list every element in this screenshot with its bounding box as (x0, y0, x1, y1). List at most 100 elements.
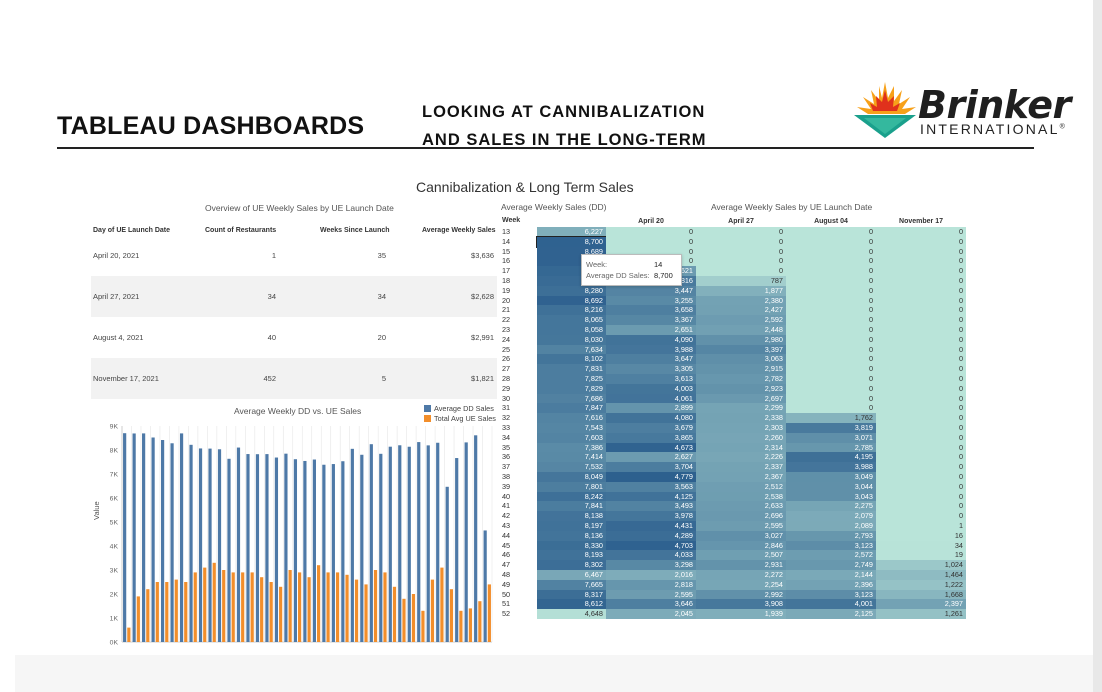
dd-sales-bar[interactable] (331, 464, 335, 642)
ue-heat-cell[interactable]: 0 (786, 344, 876, 355)
dd-row[interactable]: 25 7,634 (500, 344, 606, 355)
ue-heat-cell[interactable]: 2,923 (696, 383, 786, 394)
ue-sales-bar[interactable] (468, 608, 472, 642)
ue-heat-cell[interactable]: 0 (606, 227, 696, 237)
ue-heat-cell[interactable]: 2,397 (876, 599, 966, 610)
ue-heat-cell[interactable]: 0 (876, 452, 966, 463)
ue-heat-cell[interactable]: 3,613 (606, 374, 696, 384)
ue-heat-cell[interactable]: 2,144 (786, 570, 876, 580)
dd-sales-bar[interactable] (274, 457, 279, 642)
ue-heat-cell[interactable]: 0 (786, 227, 876, 237)
ue-heat-cell[interactable]: 2,980 (696, 334, 786, 345)
ue-sales-bar[interactable] (345, 574, 349, 642)
ue-heat-cell[interactable]: 0 (786, 236, 876, 247)
ue-heat-cell[interactable]: 0 (786, 364, 876, 374)
ue-heat-cell[interactable]: 2,818 (606, 579, 696, 590)
dd-sales-bar[interactable] (170, 443, 174, 642)
dd-row[interactable]: 48 6,467 (500, 570, 606, 580)
ue-heat-cell[interactable]: 1,877 (696, 285, 786, 296)
ue-sales-bar[interactable] (411, 594, 416, 642)
ue-heat-cell[interactable]: 3,978 (606, 511, 696, 521)
dd-row[interactable]: 22 8,065 (500, 315, 606, 325)
ue-heat-cell[interactable]: 0 (876, 423, 966, 433)
ue-heat-cell[interactable]: 0 (876, 236, 966, 247)
ue-sales-bar[interactable] (440, 567, 444, 642)
dd-row[interactable]: 49 7,665 (500, 579, 606, 590)
dd-heat-cell[interactable]: 8,193 (537, 550, 606, 561)
dd-heat-cell[interactable]: 8,102 (537, 354, 606, 365)
dd-row[interactable]: 51 8,612 (500, 599, 606, 610)
dd-heat-cell[interactable]: 6,227 (537, 227, 606, 237)
dd-row[interactable]: 20 8,692 (500, 295, 606, 306)
dd-heat-cell[interactable]: 8,317 (537, 589, 606, 600)
ue-sales-bar[interactable] (231, 572, 235, 642)
dd-heat-cell[interactable]: 8,136 (537, 530, 606, 541)
dd-sales-bar[interactable] (445, 486, 449, 642)
dd-sales-bar[interactable] (255, 454, 260, 642)
ue-heat-cell[interactable]: 0 (876, 432, 966, 443)
ue-sales-bar[interactable] (203, 567, 207, 642)
ue-heat-cell[interactable]: 0 (876, 481, 966, 492)
ue-heat-cell[interactable]: 3,049 (786, 472, 876, 482)
ue-heat-cell[interactable]: 3,063 (696, 354, 786, 365)
dd-row[interactable]: 24 8,030 (500, 334, 606, 345)
ue-sales-bar[interactable] (260, 577, 264, 642)
dd-heat-cell[interactable]: 7,829 (537, 383, 606, 394)
dd-heat-cell[interactable]: 8,216 (537, 305, 606, 316)
ue-heat-cell[interactable]: 3,123 (786, 589, 876, 600)
dd-row[interactable]: 31 7,847 (500, 403, 606, 414)
ue-sales-bar[interactable] (127, 627, 131, 642)
ue-sales-bar[interactable] (326, 572, 330, 642)
ue-sales-bar[interactable] (459, 610, 463, 642)
ue-heat-cell[interactable]: 0 (606, 246, 696, 257)
ue-heat-cell[interactable]: 2,507 (696, 550, 786, 561)
ue-heat-cell[interactable]: 2,651 (606, 325, 696, 335)
dd-sales-bar[interactable] (189, 444, 193, 642)
dd-row[interactable]: 21 8,216 (500, 305, 606, 316)
dd-sales-bar[interactable] (312, 459, 316, 642)
ue-heat-cell[interactable]: 0 (786, 374, 876, 384)
ue-sales-bar[interactable] (222, 570, 226, 642)
ue-heat-cell[interactable]: 4,431 (606, 521, 696, 531)
ue-heat-cell[interactable]: 2,299 (696, 403, 786, 414)
ue-sales-bar[interactable] (288, 570, 292, 642)
dd-sales-bar[interactable] (398, 445, 402, 642)
ue-heat-cell[interactable]: 3,305 (606, 364, 696, 374)
ue-heat-cell[interactable]: 1,261 (876, 609, 966, 619)
ue-heat-cell[interactable]: 3,493 (606, 501, 696, 512)
ue-heat-cell[interactable]: 0 (876, 305, 966, 316)
ue-sales-bar[interactable] (174, 579, 178, 642)
dd-heat-cell[interactable]: 8,049 (537, 472, 606, 482)
dd-heat-cell[interactable]: 7,543 (537, 423, 606, 433)
ue-heat-cell[interactable]: 2,275 (786, 501, 876, 512)
dd-heat-cell[interactable]: 8,692 (537, 295, 606, 306)
dd-heat-cell[interactable]: 7,831 (537, 364, 606, 374)
dd-sales-bar[interactable] (341, 461, 345, 642)
ue-heat-cell[interactable]: 4,080 (606, 413, 696, 423)
ue-heat-cell[interactable]: 0 (786, 276, 876, 286)
dd-heat-cell[interactable]: 8,065 (537, 315, 606, 325)
dd-sales-bar[interactable] (123, 433, 127, 642)
dd-sales-bar[interactable] (198, 448, 203, 642)
dd-heat-cell[interactable]: 7,665 (537, 579, 606, 590)
ue-heat-cell[interactable]: 2,785 (786, 442, 876, 453)
dd-sales-bar[interactable] (179, 433, 184, 642)
dd-row[interactable]: 27 7,831 (500, 364, 606, 374)
ue-heat-cell[interactable]: 2,045 (606, 609, 696, 619)
dd-heat-cell[interactable]: 8,030 (537, 334, 606, 345)
dd-sales-bar[interactable] (236, 447, 241, 642)
ue-heat-cell[interactable]: 2,627 (606, 452, 696, 463)
ue-sales-bar[interactable] (402, 598, 406, 642)
dd-sales-bar[interactable] (426, 445, 430, 642)
ue-heat-cell[interactable]: 2,314 (696, 442, 786, 453)
ue-sales-bar[interactable] (335, 572, 340, 642)
ue-heat-cell[interactable]: 2,697 (696, 393, 786, 404)
ue-heat-cell[interactable]: 1 (876, 521, 966, 531)
dd-heat-cell[interactable]: 7,847 (537, 403, 606, 414)
ue-sales-bar[interactable] (430, 579, 435, 642)
ue-sales-bar[interactable] (478, 601, 482, 642)
ue-heat-cell[interactable]: 2,915 (696, 364, 786, 374)
dd-sales-bar[interactable] (284, 453, 288, 642)
dd-row[interactable]: 19 8,280 (500, 285, 606, 296)
dd-sales-bar[interactable] (407, 446, 411, 642)
